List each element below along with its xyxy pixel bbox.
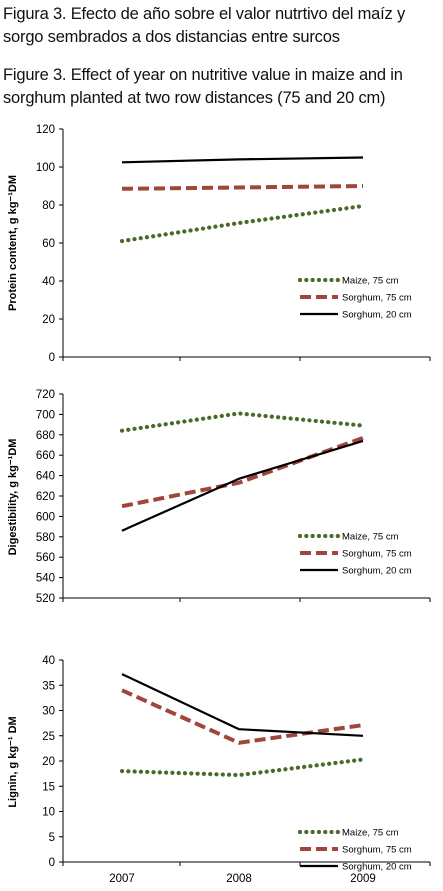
caption-english-line-1: Figure 3. Effect of year on nutritive va… bbox=[3, 66, 403, 84]
y-tick-label: 20 bbox=[42, 756, 55, 768]
y-tick-label: 60 bbox=[42, 238, 55, 250]
y-tick-label: 680 bbox=[36, 430, 55, 442]
y-tick-label: 600 bbox=[36, 511, 55, 523]
chart-lignin: 0 5 10 15 20 25 30 35 40 2007 2008 2009 Lignin, g kg… bbox=[7, 655, 431, 885]
legend-label: Maize, 75 cm bbox=[342, 276, 399, 287]
y-tick-label: 35 bbox=[42, 680, 55, 692]
figure-caption-spanish: Figura 3. Efecto de año sobre el valor n… bbox=[3, 3, 443, 49]
y-tick-label: 520 bbox=[36, 593, 55, 605]
y-tick-label: 15 bbox=[42, 781, 55, 793]
legend: Maize, 75 cm Sorghum, 75 cm Sorghum, 20 cm bbox=[297, 828, 412, 873]
legend-label: Sorghum, 75 cm bbox=[342, 293, 412, 304]
figure-caption-english: Figure 3. Effect of year on nutritive va… bbox=[3, 64, 443, 110]
y-tick-label: 0 bbox=[49, 857, 55, 869]
y-axis-label: Lignin, g kg⁻¹ DM bbox=[7, 716, 19, 807]
y-tick-label: 20 bbox=[42, 314, 55, 326]
y-tick-label: 620 bbox=[36, 491, 55, 503]
legend-label: Sorghum, 20 cm bbox=[342, 862, 412, 873]
series-line-maize-75-cm bbox=[119, 203, 366, 244]
y-tick-label: 540 bbox=[36, 573, 55, 585]
y-tick-label: 0 bbox=[49, 352, 55, 364]
legend-label: Sorghum, 75 cm bbox=[342, 845, 412, 856]
legend: Maize, 75 cm Sorghum, 75 cm Sorghum, 20 cm bbox=[297, 276, 412, 321]
y-tick-label: 580 bbox=[36, 532, 55, 544]
x-tick-label: 2009 bbox=[350, 873, 376, 885]
chart-protein: 0 20 40 60 80 100 120 Protein content, g kg⁻¹DM… bbox=[7, 124, 431, 364]
legend: Maize, 75 cm Sorghum, 75 cm Sorghum, 20 cm bbox=[297, 532, 412, 577]
y-tick-label: 720 bbox=[36, 389, 55, 401]
series-line-maize-75-cm bbox=[119, 757, 366, 778]
series-line-sorghum-20-cm bbox=[121, 156, 364, 164]
legend-label: Sorghum, 20 cm bbox=[342, 310, 412, 321]
caption-spanish-line-2: sorgo sembrados a dos distancias entre s… bbox=[3, 28, 340, 46]
y-tick-label: 25 bbox=[42, 731, 55, 743]
legend-label: Sorghum, 20 cm bbox=[342, 566, 412, 577]
y-tick-label: 80 bbox=[42, 200, 55, 212]
y-tick-label: 100 bbox=[36, 162, 55, 174]
chart-digestibility: 520 540 560 580 600 620 640 660 680 700 720 Digesti… bbox=[7, 389, 431, 605]
y-tick-label: 10 bbox=[42, 807, 55, 819]
y-tick-label: 120 bbox=[36, 124, 55, 136]
y-tick-label: 40 bbox=[42, 655, 55, 667]
y-tick-label: 40 bbox=[42, 276, 55, 288]
series-line-sorghum-75-cm bbox=[121, 436, 364, 509]
x-tick-label: 2007 bbox=[109, 873, 135, 885]
legend-label: Maize, 75 cm bbox=[342, 532, 399, 543]
y-axis-label: Protein content, g kg⁻¹DM bbox=[7, 175, 19, 311]
y-tick-label: 30 bbox=[42, 706, 55, 718]
legend-label: Maize, 75 cm bbox=[342, 828, 399, 839]
series-line-sorghum-75-cm bbox=[121, 688, 364, 745]
series-line-maize-75-cm bbox=[119, 411, 366, 433]
y-tick-label: 660 bbox=[36, 450, 55, 462]
y-tick-label: 640 bbox=[36, 471, 55, 483]
caption-spanish-line-1: Figura 3. Efecto de año sobre el valor n… bbox=[3, 5, 406, 23]
legend-label: Sorghum, 75 cm bbox=[342, 549, 412, 560]
y-tick-label: 560 bbox=[36, 552, 55, 564]
series-line-sorghum-20-cm bbox=[121, 673, 364, 737]
y-axis-label: Digestibility, g kg⁻¹DM bbox=[7, 439, 19, 556]
x-tick-label: 2008 bbox=[226, 873, 252, 885]
series-line-sorghum-75-cm bbox=[121, 184, 364, 191]
caption-english-line-2: sorghum planted at two row distances (75… bbox=[3, 89, 386, 107]
y-tick-label: 5 bbox=[49, 832, 55, 844]
series-line-sorghum-20-cm bbox=[121, 439, 364, 532]
y-tick-label: 700 bbox=[36, 409, 55, 421]
